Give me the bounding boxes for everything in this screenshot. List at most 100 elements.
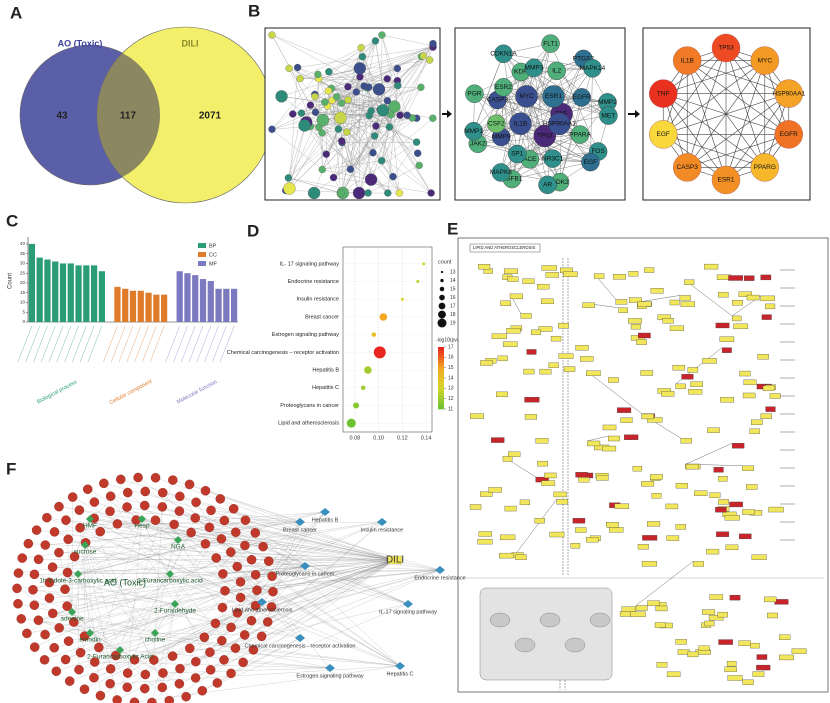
gene-box <box>743 379 757 386</box>
bubble <box>360 385 366 390</box>
gene-box <box>669 325 684 331</box>
gene-box <box>535 438 549 444</box>
colorbar-slice <box>438 375 444 379</box>
gene-box <box>725 544 739 551</box>
target-node <box>185 643 195 654</box>
gene-box <box>675 383 686 390</box>
gene-box <box>563 366 576 372</box>
gene-box <box>478 264 491 270</box>
gene-box <box>519 499 531 506</box>
bar <box>215 288 222 322</box>
pathway-label: Chemical carcinogenesis - receptor activ… <box>245 643 356 649</box>
bar <box>176 271 183 322</box>
term-label-stroke <box>204 325 219 363</box>
venn-count: 117 <box>120 111 137 122</box>
node <box>329 173 338 182</box>
edge <box>174 603 205 638</box>
bar <box>184 273 191 322</box>
gene-box <box>752 671 765 677</box>
node <box>583 59 602 78</box>
target-node <box>33 554 44 565</box>
edge <box>38 620 121 651</box>
target-node <box>122 502 132 512</box>
edge <box>289 67 298 189</box>
gene-box <box>729 594 741 601</box>
edge <box>32 589 301 639</box>
edge <box>151 603 176 703</box>
gene-box <box>541 265 557 271</box>
gene-box <box>669 299 680 306</box>
gene-box <box>728 275 744 281</box>
gene-box <box>726 660 737 667</box>
node <box>372 122 380 130</box>
node <box>333 93 341 101</box>
edge <box>288 122 307 178</box>
edge <box>77 573 100 648</box>
colorbar-slice <box>438 349 444 352</box>
legend-bubble <box>437 318 447 328</box>
gene-box <box>709 492 721 498</box>
edge <box>297 67 332 89</box>
gene-box <box>706 548 720 555</box>
gene-box <box>651 493 662 499</box>
target-node <box>169 519 179 530</box>
gene-box <box>721 347 732 353</box>
gene-box <box>619 611 631 617</box>
term-label-stroke <box>134 325 149 363</box>
term-label-stroke <box>17 325 33 363</box>
node-label: TGFB1 <box>502 176 523 183</box>
legend-label: 15 <box>448 365 454 371</box>
term-label-stroke <box>110 325 126 363</box>
term-label-stroke <box>40 325 56 363</box>
panel-label: E <box>447 219 458 238</box>
legend-label: BP <box>209 243 217 249</box>
gene-box <box>575 472 588 478</box>
compound-label: 2-Furaldehyde <box>154 608 196 615</box>
node <box>673 153 702 182</box>
edge <box>314 118 417 194</box>
edge <box>240 559 396 598</box>
arrow-head <box>635 110 640 118</box>
target-node <box>218 569 228 579</box>
node <box>415 161 423 170</box>
edge <box>230 551 396 561</box>
gene-box <box>709 594 724 600</box>
gene-box <box>503 268 518 274</box>
gene-box <box>537 283 550 290</box>
edge <box>71 611 135 660</box>
colorbar-slice <box>438 378 444 381</box>
y-tick-label: 40 <box>20 241 26 246</box>
edge <box>67 572 156 634</box>
compound-label: NGA <box>171 544 186 551</box>
gene-box <box>640 370 654 376</box>
edge <box>71 611 170 701</box>
edge <box>162 506 409 605</box>
edge <box>368 87 381 110</box>
target-node <box>235 577 246 587</box>
gene-box <box>719 336 735 342</box>
colorbar-slice <box>438 361 444 364</box>
node <box>311 108 320 116</box>
colorbar-slice <box>438 394 444 397</box>
target-node <box>226 668 236 679</box>
target-node <box>150 515 161 525</box>
edge <box>556 70 581 135</box>
bar <box>44 259 51 322</box>
target-node <box>175 491 185 502</box>
target-node <box>231 527 241 537</box>
node <box>533 124 556 148</box>
gene-box <box>550 335 562 342</box>
gene-box <box>647 600 660 606</box>
colorbar-slice <box>438 357 444 360</box>
gene-box <box>637 544 649 550</box>
gene-box <box>637 301 652 307</box>
edge <box>94 518 396 561</box>
gene-box <box>742 465 754 471</box>
target-node <box>60 654 71 665</box>
edge <box>271 47 362 130</box>
gene-box <box>779 634 791 640</box>
node <box>378 31 386 39</box>
target-node <box>129 655 140 665</box>
edge <box>687 134 789 168</box>
